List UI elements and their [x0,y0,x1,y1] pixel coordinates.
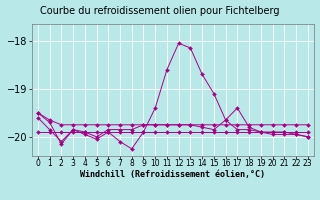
Text: Courbe du refroidissement olien pour Fichtelberg: Courbe du refroidissement olien pour Fic… [40,6,280,16]
X-axis label: Windchill (Refroidissement éolien,°C): Windchill (Refroidissement éolien,°C) [80,170,265,179]
